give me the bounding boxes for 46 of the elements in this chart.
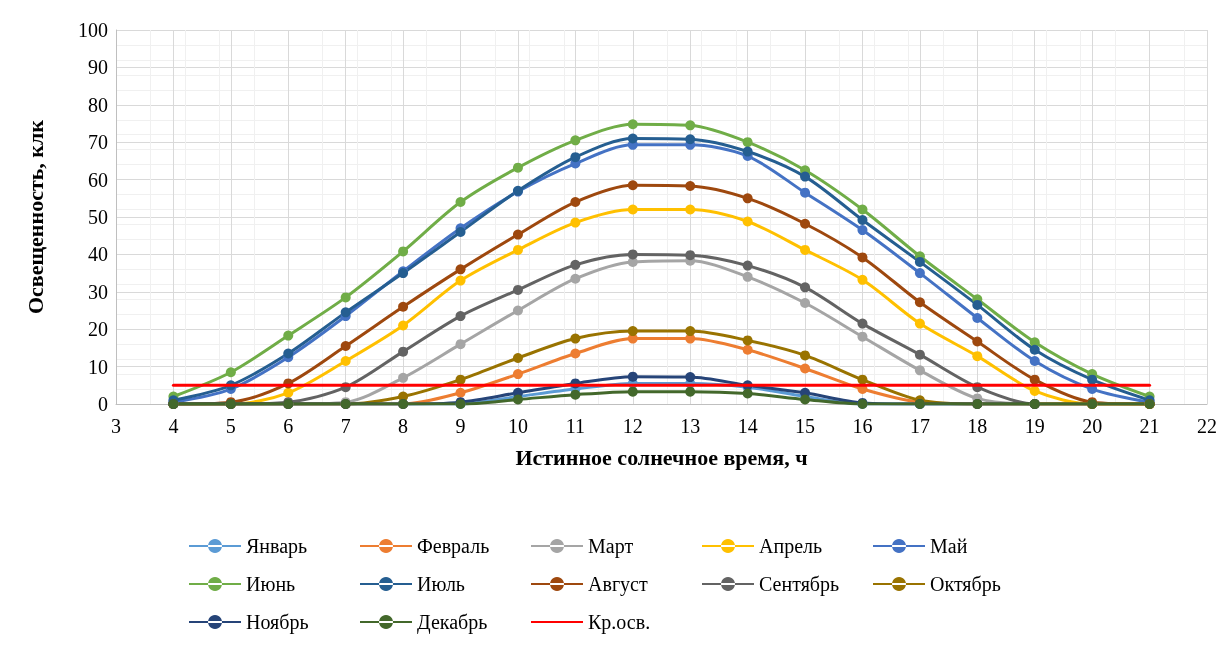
- x-tick-label: 12: [622, 415, 643, 437]
- y-axis-title: Освещенность, клк: [22, 119, 48, 315]
- y-tick-label: 70: [88, 131, 108, 154]
- legend-label: Март: [588, 535, 634, 558]
- legend-label: Август: [588, 573, 648, 596]
- y-tick-label: 30: [88, 280, 108, 303]
- legend-label: Июнь: [246, 573, 296, 595]
- y-tick-label: 20: [88, 318, 108, 341]
- legend-label: Сентябрь: [759, 573, 840, 596]
- y-tick-label: 10: [88, 355, 108, 378]
- legend-label: Июль: [417, 573, 465, 595]
- x-tick-label: 18: [967, 415, 988, 437]
- y-tick-label: 50: [88, 206, 108, 228]
- legend-label: Апрель: [759, 535, 823, 558]
- x-tick-label: 5: [225, 415, 236, 437]
- x-tick-label: 4: [168, 415, 179, 437]
- y-tick-label: 80: [88, 93, 108, 116]
- legend-label: Февраль: [417, 535, 490, 558]
- x-tick-label: 16: [852, 415, 873, 437]
- x-tick-label: 6: [283, 415, 294, 437]
- legend-label: Декабрь: [417, 611, 488, 634]
- x-tick-label: 17: [909, 415, 930, 437]
- x-tick-label: 14: [737, 415, 758, 437]
- x-tick-label: 3: [111, 415, 121, 437]
- y-tick-label: 60: [88, 168, 108, 191]
- x-tick-label: 10: [507, 415, 528, 437]
- y-tick-label: 0: [98, 393, 108, 415]
- x-tick-label: 19: [1024, 415, 1045, 437]
- y-tick-label: 90: [88, 56, 108, 79]
- x-tick-label: 20: [1082, 415, 1103, 437]
- legend-label: Октябрь: [930, 573, 1001, 596]
- x-tick-label: 15: [795, 415, 816, 437]
- legend-label: Кр.осв.: [588, 611, 651, 634]
- y-tick-label: 40: [88, 243, 108, 266]
- x-tick-label: 22: [1197, 415, 1217, 437]
- y-tick-label: 100: [78, 19, 108, 41]
- x-tick-label: 11: [565, 415, 585, 437]
- x-tick-label: 7: [340, 415, 351, 437]
- x-tick-label: 13: [680, 415, 701, 437]
- x-tick-label: 21: [1139, 415, 1160, 437]
- x-axis-title: Истинное солнечное время, ч: [515, 444, 808, 470]
- legend-label: Май: [930, 535, 968, 557]
- x-tick-label: 8: [398, 415, 409, 437]
- x-tick-label: 9: [455, 415, 466, 437]
- legend-label: Январь: [246, 535, 308, 558]
- legend-label: Ноябрь: [246, 611, 309, 634]
